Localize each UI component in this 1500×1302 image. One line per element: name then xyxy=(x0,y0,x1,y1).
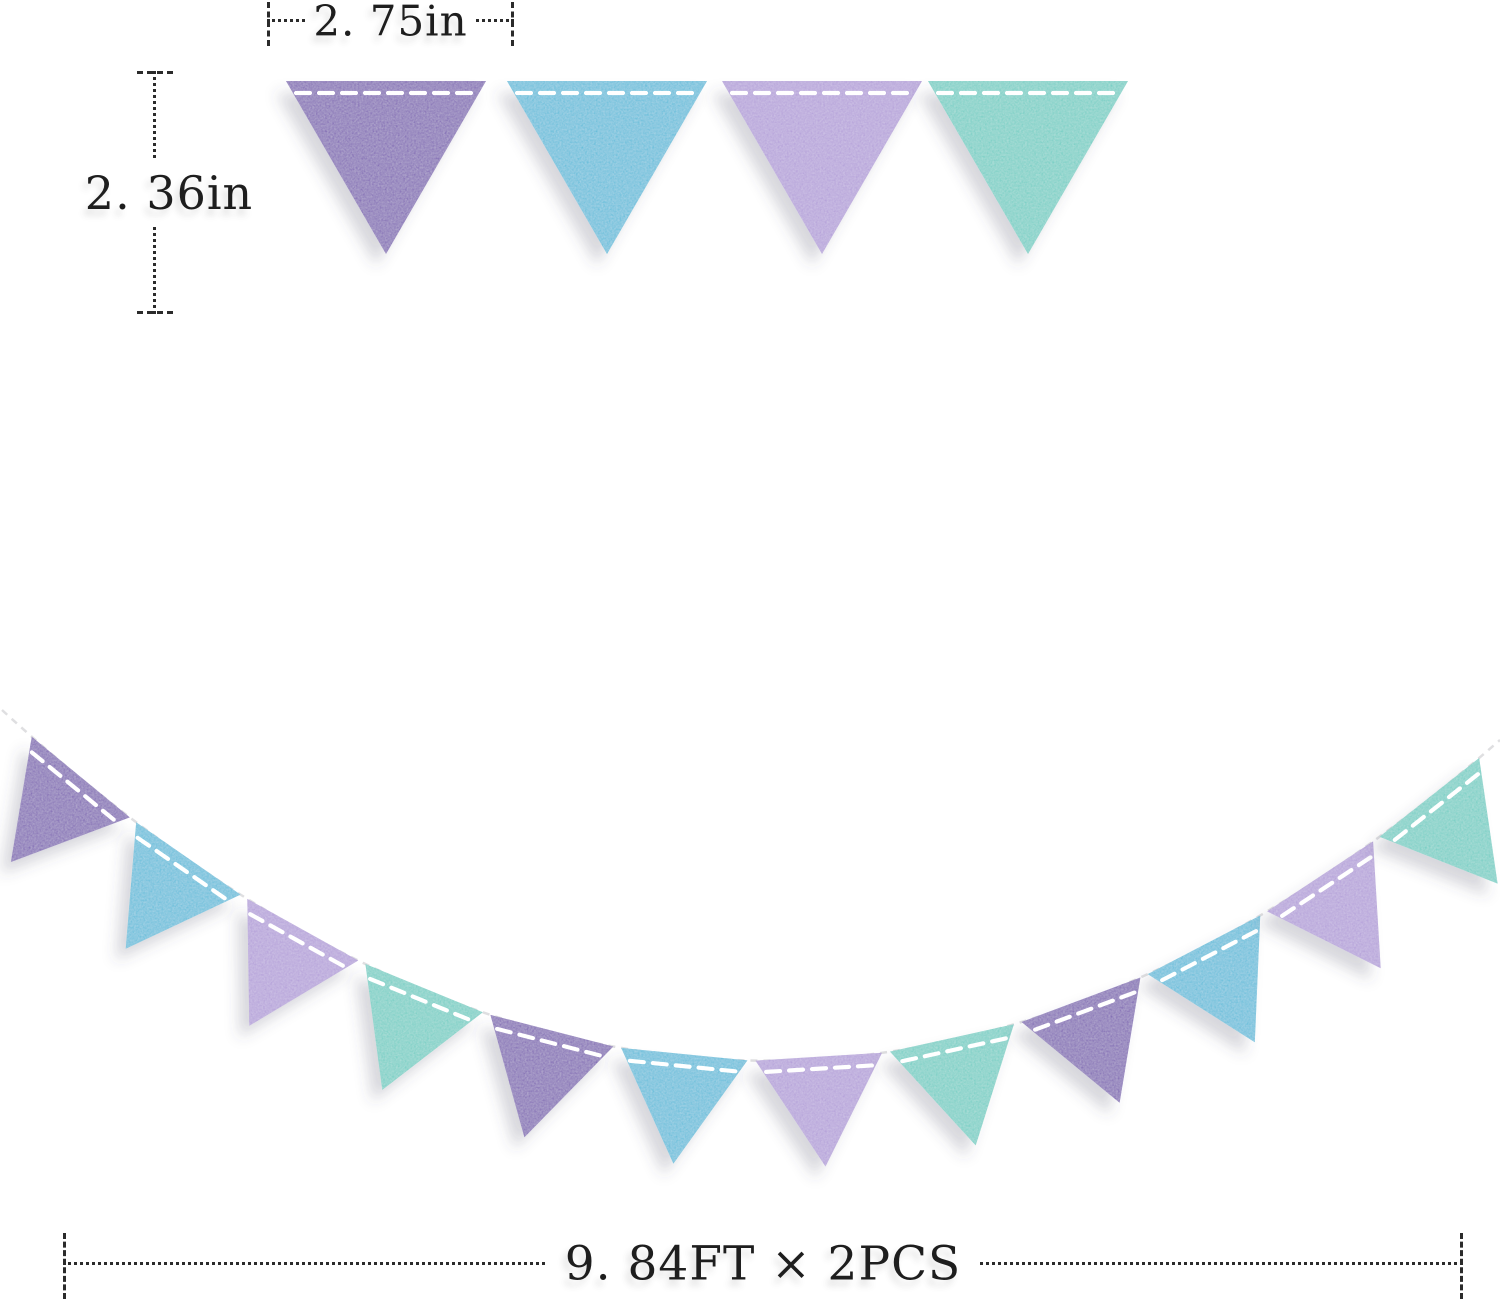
garland-pennant-12-teal xyxy=(1379,757,1498,884)
dimension-tick xyxy=(63,1233,66,1299)
garland-pennant-2-blue-shape xyxy=(125,822,241,949)
sample-pennant-3-lavender-shape xyxy=(722,81,922,254)
dimension-tick xyxy=(137,311,173,314)
stitch-line xyxy=(29,750,117,823)
garland-pennant-12-teal-shape xyxy=(1379,757,1498,884)
width-dimension-label: 2. 75in xyxy=(305,0,476,46)
garland-pennant-1-purple-shape xyxy=(10,736,130,862)
garland-pennant-1-purple xyxy=(10,736,130,862)
stitch-line xyxy=(135,835,228,901)
sample-pennant-3-lavender xyxy=(722,81,922,254)
length-dimension-label: 9. 84FT × 2PCS xyxy=(546,1236,980,1292)
stitch-line xyxy=(495,1026,603,1058)
garland-pennant-8-teal-shape xyxy=(889,1024,1014,1146)
sample-pennant-4-teal xyxy=(928,81,1128,254)
garland-pennant-10-blue-shape xyxy=(1147,915,1261,1043)
stitch-line xyxy=(763,1063,875,1075)
sample-pennant-1-purple xyxy=(286,81,486,254)
stitch-line xyxy=(1159,928,1260,983)
dimension-tick xyxy=(511,2,514,46)
garland-pennant-6-blue-shape xyxy=(621,1047,748,1164)
sample-pennant-2-blue xyxy=(507,81,707,254)
stitch-line xyxy=(1392,771,1481,843)
garland-pennant-5-purple-shape xyxy=(490,1014,614,1138)
height-dimension: 2. 36in xyxy=(82,71,256,314)
stitch-line xyxy=(1032,990,1138,1032)
dimension-tick xyxy=(1460,1233,1463,1299)
garland-pennant-7-lavender xyxy=(755,1052,883,1167)
garland-pennant-9-purple xyxy=(1021,977,1141,1103)
length-dimension: 9. 84FT × 2PCS xyxy=(63,1233,1463,1299)
stitch-line xyxy=(368,976,472,1022)
sample-pennant-row xyxy=(286,81,1128,254)
stitch-line xyxy=(248,912,346,969)
garland-pennant-3-lavender-shape xyxy=(247,898,359,1026)
garland-pennant-10-blue xyxy=(1147,915,1261,1043)
sample-pennant-1-purple-shape xyxy=(286,81,486,254)
garland-pennant-2-blue xyxy=(125,822,241,949)
garland-pennant-4-teal-shape xyxy=(365,964,483,1090)
stitch-line xyxy=(1279,854,1374,919)
garland-pennant-3-lavender xyxy=(247,898,359,1026)
garland-pennant-5-purple xyxy=(490,1014,614,1138)
sample-pennant-2-blue-shape xyxy=(507,81,707,254)
stitch-line xyxy=(900,1036,1009,1064)
garland-pennant-4-teal xyxy=(365,964,483,1090)
height-dimension-label: 2. 36in xyxy=(82,159,256,226)
garland-banner xyxy=(10,736,1498,1167)
garland-pennant-7-lavender-shape xyxy=(755,1052,883,1167)
width-dimension: 2. 75in xyxy=(267,0,514,46)
garland-pennant-9-purple-shape xyxy=(1021,977,1141,1103)
dimension-tick xyxy=(267,2,270,46)
garland-pennant-11-lavender xyxy=(1267,841,1381,969)
garland-pennant-11-lavender-shape xyxy=(1267,841,1381,969)
garland-pennant-6-blue xyxy=(621,1047,748,1164)
sample-pennant-4-teal-shape xyxy=(928,81,1128,254)
garland-pennant-8-teal xyxy=(889,1024,1014,1146)
stitch-line xyxy=(627,1058,739,1074)
